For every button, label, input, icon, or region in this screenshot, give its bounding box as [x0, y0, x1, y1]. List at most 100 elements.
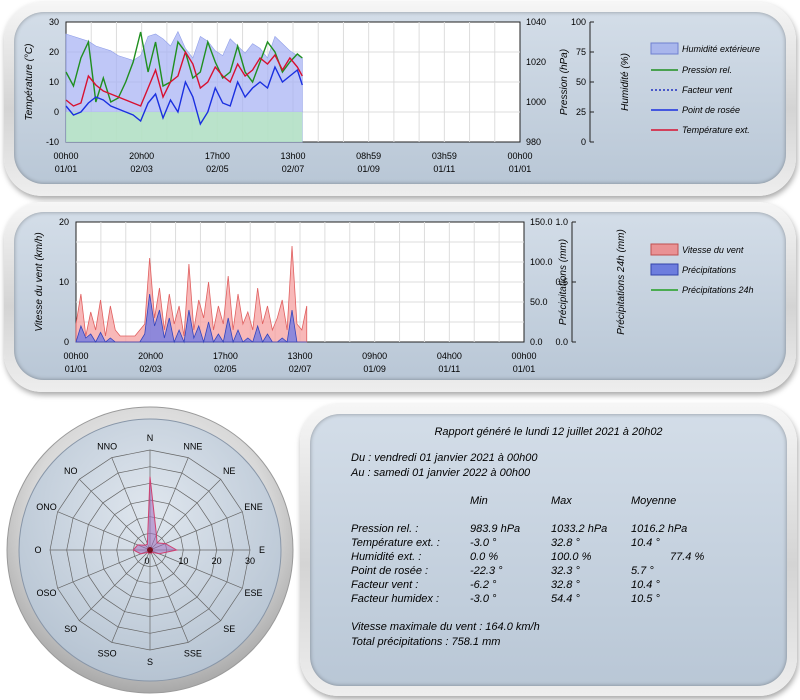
direction-label: E [259, 545, 265, 555]
x-tick-label-date: 01/01 [513, 364, 536, 374]
x-tick-label-date: 01/09 [357, 164, 380, 174]
x-tick-label-date: 02/05 [214, 364, 237, 374]
x-tick-label-time: 00h00 [53, 151, 78, 161]
x-tick-label-time: 04h00 [437, 351, 462, 361]
report-title: Rapport généré le lundi 12 juillet 2021 … [434, 426, 663, 438]
x-tick-label-time: 00h00 [511, 351, 536, 361]
x-tick-label-date: 01/01 [55, 164, 78, 174]
report-row-max: 1033.2 hPa [551, 523, 608, 535]
y-axis-title-rain24: Précipitations 24h (mm) [616, 229, 627, 335]
legend: Humidité extérieure Pression rel. Facteu… [650, 42, 760, 135]
radar-spoke [79, 549, 151, 621]
report-wind-max: Vitesse maximale du vent : 164.0 km/h [351, 621, 540, 633]
x-tick-label-time: 17h00 [213, 351, 238, 361]
direction-label: SSO [98, 648, 117, 658]
report-panel: Rapport généré le lundi 12 juillet 2021 … [300, 404, 797, 696]
x-tick-label-date: 01/11 [433, 164, 455, 174]
legend-swatch-rain [650, 263, 679, 276]
direction-label: SSE [184, 648, 202, 658]
y-tick-label-right2: 25 [576, 107, 586, 117]
series-area-rain [75, 293, 307, 344]
radar-series-wind [132, 476, 179, 555]
y-axis-title-wind: Vitesse du vent (km/h) [34, 232, 45, 331]
legend-label-dewpoint: Point de rosée [682, 105, 740, 115]
report-row-label: Facteur vent : [351, 579, 419, 591]
direction-label: ENE [244, 502, 263, 512]
y-tick-label-right2: 0 [581, 137, 586, 147]
y-tick-label-right2: 100 [571, 17, 586, 27]
x-tick-label-date: 02/05 [206, 164, 229, 174]
x-tick-label-time: 03h59 [432, 151, 457, 161]
legend-label-temperature: Température ext. [682, 125, 750, 135]
report-header-avg: Moyenne [631, 495, 677, 507]
radar-spoke [149, 479, 221, 551]
report-row-avg: 1016.2 hPa [631, 523, 688, 535]
x-tick-label-date: 01/01 [65, 364, 88, 374]
report-row-min: -22.3 ° [470, 565, 503, 577]
x-tick-label-time: 17h00 [205, 151, 230, 161]
report-row-min: 983.9 hPa [470, 523, 521, 535]
y-tick-label-right: 980 [526, 137, 541, 147]
temperature-pressure-chart: 3020100-10104010201000980100755025000h00… [24, 17, 760, 174]
report-row-max: 32.3 ° [551, 565, 580, 577]
legend-swatch-humidity [650, 42, 679, 55]
y-axis-title-rain: Précipitations (mm) [558, 239, 569, 325]
direction-label: ONO [36, 502, 57, 512]
y-axis-title-temperature: Température (°C) [24, 44, 35, 121]
x-tick-label-date: 01/09 [363, 364, 386, 374]
report-row-avg: 5.7 ° [631, 565, 654, 577]
direction-label: NNO [97, 442, 117, 452]
legend-label-humidity: Humidité extérieure [682, 44, 760, 54]
y-tick-label-left: 10 [49, 77, 59, 87]
x-tick-label-time: 20h00 [138, 351, 163, 361]
legend-label-wind: Vitesse du vent [682, 245, 744, 255]
x-tick-label-time: 13h00 [287, 351, 312, 361]
radar-spoke [111, 549, 151, 643]
y-tick-label-right: 50.0 [530, 297, 548, 307]
y-tick-label-right2: 0.5 [555, 277, 568, 287]
report-period-from: Du : vendredi 01 janvier 2021 à 00h00 [351, 452, 538, 464]
y-tick-label-right2: 75 [576, 47, 586, 57]
x-tick-label-time: 13h00 [280, 151, 305, 161]
report-row-label: Facteur humidex : [351, 593, 440, 605]
series-band-lower [66, 112, 303, 142]
report-rain-total: Total précipitations : 758.1 mm [351, 636, 501, 648]
y-tick-label-right: 1040 [526, 17, 546, 27]
x-tick-label-date: 02/03 [130, 164, 153, 174]
x-tick-label-time: 00h00 [507, 151, 532, 161]
series-line-dewpoint [65, 65, 303, 126]
y-tick-label-right: 0.0 [530, 337, 543, 347]
y-tick-label-left: 20 [59, 217, 69, 227]
series-area-wind [75, 245, 308, 343]
report-row-max: 54.4 ° [551, 593, 580, 605]
y-tick-label-right2: 50 [576, 77, 586, 87]
x-tick-label-time: 00h00 [63, 351, 88, 361]
radar-spoke [79, 479, 151, 551]
radar-spoke [149, 549, 189, 643]
y-tick-label-left: 20 [49, 47, 59, 57]
direction-label: SE [223, 624, 235, 634]
report-row-avg: 10.4 ° [631, 537, 660, 549]
direction-label: OSO [37, 588, 57, 598]
report-row-avg: 10.4 ° [631, 579, 660, 591]
x-tick-label-time: 20h00 [129, 151, 154, 161]
direction-label: NNE [183, 442, 202, 452]
x-tick-label-time: 09h00 [362, 351, 387, 361]
report-row-label: Point de rosée : [351, 565, 429, 577]
report-row-avg: 77.4 % [670, 551, 705, 563]
report-header-max: Max [551, 495, 572, 507]
radial-tick-label: 10 [178, 556, 188, 566]
y-tick-label-right: 1000 [526, 97, 546, 107]
report-row-max: 100.0 % [551, 551, 592, 563]
report-row-max: 32.8 ° [551, 537, 580, 549]
x-tick-label-date: 01/01 [509, 164, 532, 174]
report-row-label: Température ext. : [351, 537, 440, 549]
report-row-min: 0.0 % [470, 551, 499, 563]
legend-swatch-wind [650, 243, 679, 256]
y-tick-label-right: 150.0 [530, 217, 553, 227]
radar-spoke [111, 457, 151, 551]
radial-tick-label: 20 [212, 556, 222, 566]
direction-label: ESE [244, 588, 262, 598]
direction-label: SO [64, 624, 77, 634]
legend: Vitesse du vent Précipitations Précipita… [650, 243, 754, 295]
